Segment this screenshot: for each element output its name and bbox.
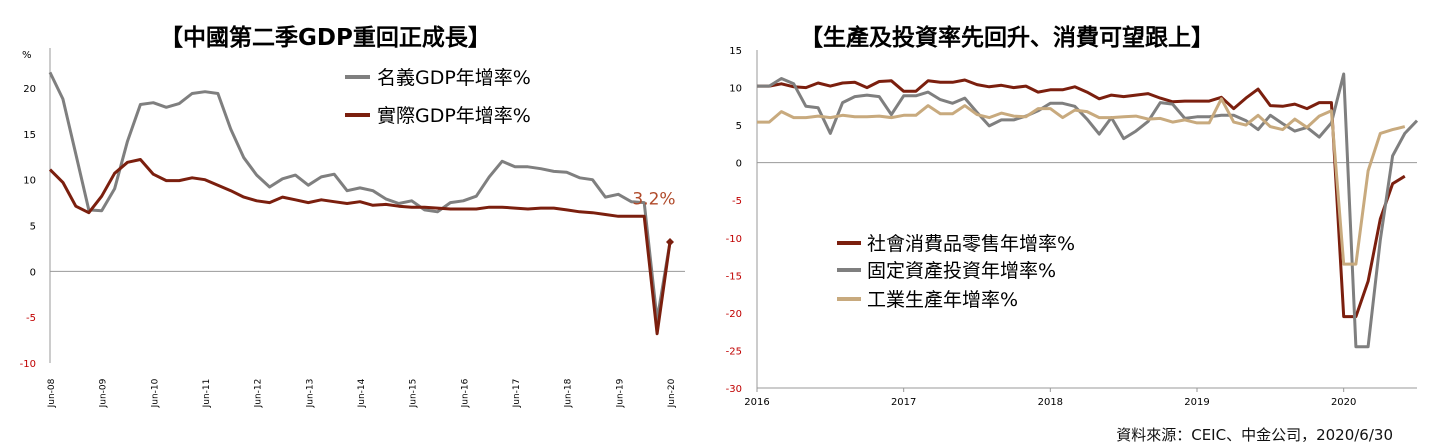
legend-label: 實際GDP年增率% xyxy=(377,105,531,127)
legend-label: 社會消費品零售年增率% xyxy=(867,233,1075,255)
y-axis-unit: % xyxy=(22,50,32,61)
legend-label: 工業生產年增率% xyxy=(867,289,1018,311)
y-tick-label: 0 xyxy=(736,159,742,170)
x-tick-label: 2017 xyxy=(891,397,916,408)
x-tick-label: Jun-14 xyxy=(357,378,367,408)
y-tick-label: 15 xyxy=(23,130,36,141)
x-tick-label: Jun-16 xyxy=(460,378,470,408)
left-chart-panel: 【中國第二季GDP重回正成長】 % -10 -5 0 5 10 15 20 Jun-08 Jun-… xyxy=(0,0,720,420)
y-tick-label: -25 xyxy=(726,346,742,357)
x-tick-label: Jun-19 xyxy=(615,378,625,408)
x-tick-label: 2019 xyxy=(1184,397,1209,408)
y-tick-label: -5 xyxy=(732,196,742,207)
x-tick-label: Jun-09 xyxy=(99,378,109,408)
y-tick-label: 5 xyxy=(736,121,742,132)
end-point-marker xyxy=(666,238,674,246)
legend-label: 名義GDP年增率% xyxy=(377,67,531,89)
right-chart-panel: 【生產及投資率先回升、消費可望跟上】 -30 -25 -20 -15 -10 -5 0 5 10… xyxy=(722,0,1443,420)
y-tick-label: -15 xyxy=(726,271,742,282)
series-line xyxy=(48,71,672,322)
y-tick-label: 0 xyxy=(30,267,36,278)
y-tick-label: 10 xyxy=(729,84,742,95)
y-tick-label: -5 xyxy=(26,313,36,324)
source-note: 資料來源：CEIC、中金公司，2020/6/30 xyxy=(1116,426,1393,444)
y-tick-label: 20 xyxy=(23,84,36,95)
series-line xyxy=(757,97,1406,266)
right-chart-title: 【生產及投資率先回升、消費可望跟上】 xyxy=(800,25,1214,51)
y-tick-label: 5 xyxy=(30,222,36,233)
right-chart: -30 -25 -20 -15 -10 -5 0 5 10 15 2016 2017 2018 2019 2… xyxy=(726,46,1419,408)
y-tick-label: -20 xyxy=(726,309,742,320)
x-tick-label: Jun-11 xyxy=(202,379,212,409)
legend-label: 固定資產投資年增率% xyxy=(867,260,1056,282)
series-line xyxy=(48,158,672,336)
series-line xyxy=(757,72,1419,349)
x-tick-label: Jun-17 xyxy=(512,379,522,409)
x-tick-label: Jun-12 xyxy=(254,379,264,409)
y-tick-label: 15 xyxy=(729,46,742,57)
y-tick-label: -10 xyxy=(20,359,36,370)
y-tick-label: -10 xyxy=(726,234,742,245)
x-tick-label: Jun-08 xyxy=(47,378,57,408)
x-tick-label: 2016 xyxy=(744,397,769,408)
annotation-label: 3.2% xyxy=(632,189,675,209)
x-tick-label: Jun-13 xyxy=(305,379,315,409)
series-line xyxy=(757,78,1406,319)
left-chart: % -10 -5 0 5 10 15 20 Jun-08 Jun-09 Jun-10 Jun-11 Ju… xyxy=(20,48,685,409)
x-tick-label: Jun-18 xyxy=(564,378,574,408)
x-tick-label: Jun-20 xyxy=(667,378,677,408)
x-tick-label: 2020 xyxy=(1331,397,1356,408)
y-tick-label: -30 xyxy=(726,384,742,395)
x-tick-label: Jun-15 xyxy=(409,379,419,409)
x-tick-label: 2018 xyxy=(1038,397,1063,408)
left-chart-title: 【中國第二季GDP重回正成長】 xyxy=(160,25,491,51)
y-tick-label: 10 xyxy=(23,176,36,187)
x-tick-label: Jun-10 xyxy=(150,378,160,408)
